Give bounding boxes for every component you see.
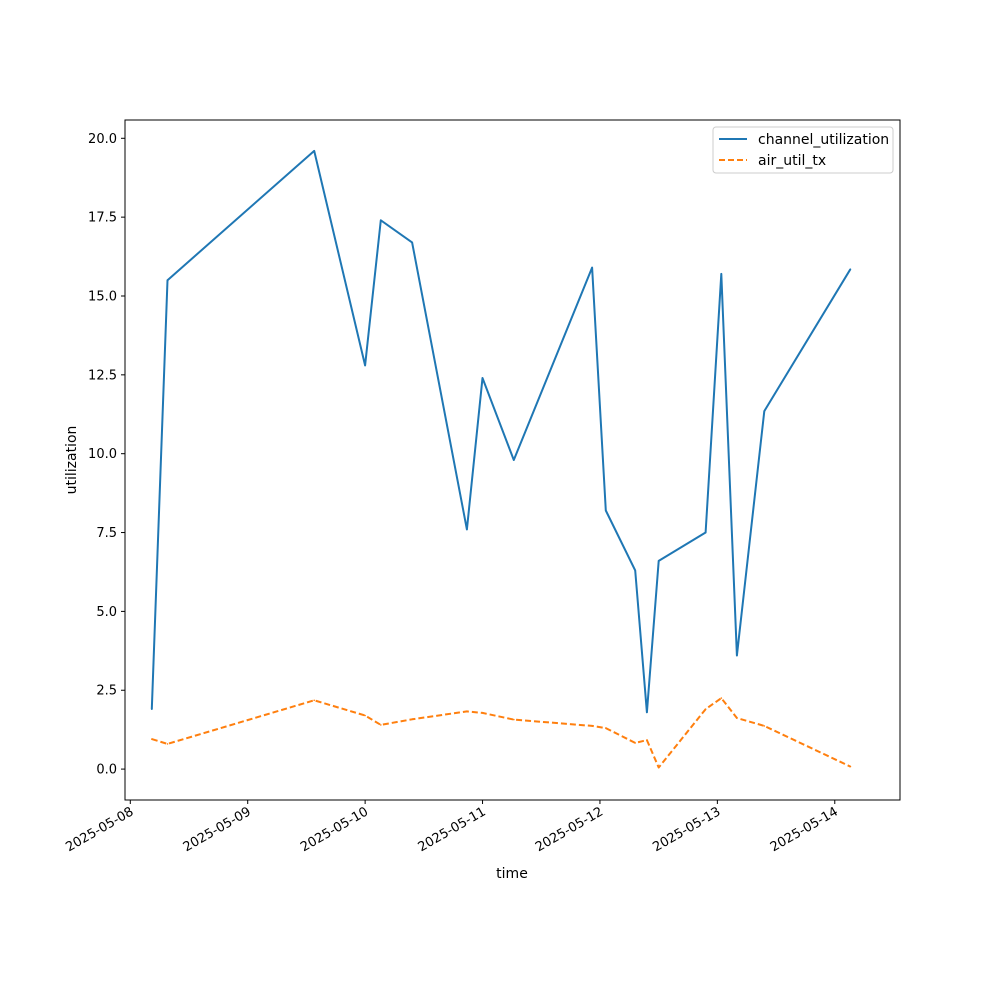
series-layer [150,149,852,769]
data-point-channel-utilization [605,509,607,512]
data-point-air-util-tx [380,724,382,726]
data-point-channel-utilization [646,711,648,714]
x-axis-label: time [496,866,528,882]
data-point-air-util-tx [849,765,852,768]
data-point-channel-utilization [513,459,515,461]
data-point-channel-utilization [591,266,593,269]
data-point-channel-utilization [166,279,169,282]
data-point-air-util-tx [646,739,648,741]
legend-label-air-util-tx: air_util_tx [758,153,826,169]
y-axis: 0.0 2.5 5.0 7.5 10.0 12.5 15.0 17.5 20.0 [88,132,125,778]
data-point-air-util-tx [591,725,593,727]
data-point-channel-utilization [736,654,738,657]
data-point-air-util-tx [634,742,636,744]
legend-frame [712,126,894,174]
data-point-air-util-tx [364,714,366,717]
data-point-air-util-tx [657,766,660,769]
y-tick-label: 0.0 [96,763,117,778]
y-tick-label: 12.5 [88,368,117,383]
data-point-channel-utilization [634,569,636,572]
data-point-channel-utilization [411,241,413,244]
data-point-channel-utilization [151,708,153,710]
data-point-air-util-tx [151,738,153,740]
y-tick-label: 10.0 [88,447,117,462]
data-point-channel-utilization [763,410,766,412]
legend-label-channel-utilization: channel_utilization [758,132,889,148]
y-tick-label: 7.5 [96,526,117,541]
data-point-air-util-tx [411,718,413,721]
y-axis-label: utilization [64,426,80,495]
plot-frame [124,119,901,801]
data-point-channel-utilization [380,219,382,222]
y-tick-label: 2.5 [96,684,117,699]
y-tick-label: 5.0 [96,605,117,620]
data-point-channel-utilization [849,268,852,271]
data-point-air-util-tx [166,743,169,745]
y-tick-label: 20.0 [88,132,117,147]
legend: channel_utilization air_util_tx [712,126,894,174]
data-point-air-util-tx [704,708,707,710]
data-point-air-util-tx [720,697,723,699]
y-tick-label: 15.0 [88,289,117,304]
data-point-channel-utilization [313,150,316,152]
data-point-air-util-tx [313,699,316,702]
data-point-channel-utilization [704,531,707,534]
data-point-air-util-tx [466,710,468,713]
data-point-air-util-tx [736,717,738,719]
y-tick-label: 17.5 [88,211,117,226]
data-point-air-util-tx [763,725,766,727]
data-point-air-util-tx [513,718,515,721]
data-point-channel-utilization [364,364,366,367]
data-point-channel-utilization [657,560,660,562]
data-point-channel-utilization [481,377,484,379]
data-point-channel-utilization [466,528,468,531]
data-point-air-util-tx [481,712,484,714]
data-point-air-util-tx [605,727,607,729]
data-point-channel-utilization [720,273,723,275]
